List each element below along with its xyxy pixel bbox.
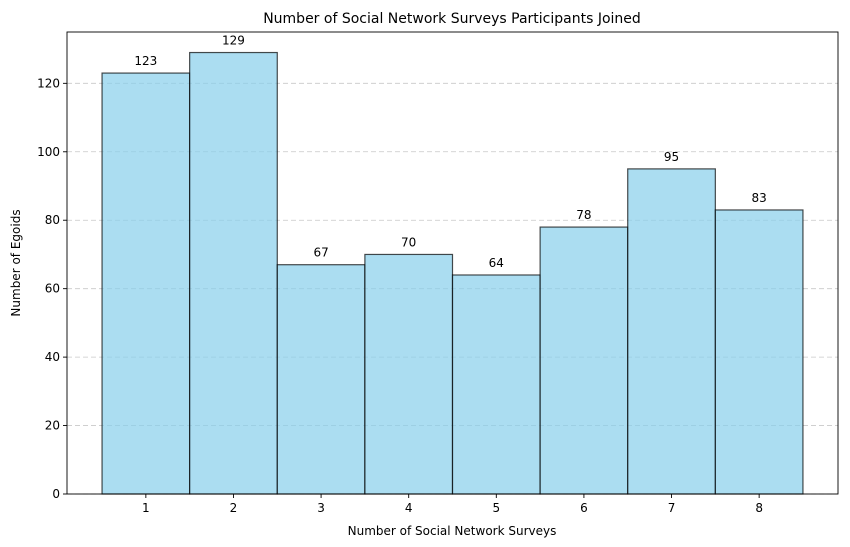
x-tick-label-6: 6 [580,501,588,515]
x-axis-label: Number of Social Network Surveys [348,524,557,538]
y-tick-label: 60 [45,282,60,296]
y-tick-label: 0 [52,487,60,501]
y-tick-label: 20 [45,419,60,433]
y-tick-label: 120 [37,76,60,90]
bar-4 [364,253,454,495]
data-label-4: 70 [401,235,416,249]
x-tick-label-3: 3 [317,501,325,515]
bar-2 [189,51,278,495]
x-tick-label-4: 4 [405,501,413,515]
y-tick-label: 100 [37,145,60,159]
x-tick-label-7: 7 [668,501,676,515]
y-tick-label: 80 [45,213,60,227]
x-tick-label-8: 8 [755,501,763,515]
y-axis-ticks: 0 20 40 60 80 100 120 [37,76,67,501]
data-label-1: 123 [134,54,157,68]
data-label-5: 64 [489,256,504,270]
x-axis-ticks: 1 2 3 4 5 6 7 8 [142,494,763,515]
bar-6 [539,226,629,495]
plot-frame [66,31,839,495]
data-label-3: 67 [313,246,328,260]
y-axis-label: Number of Egoids [9,209,23,316]
chart-title: Number of Social Network Surveys Partici… [263,11,641,27]
x-tick-label-5: 5 [492,501,500,515]
bar-8 [714,209,804,495]
x-tick-label-1: 1 [142,501,150,515]
bar-3 [276,264,366,495]
y-tick-label: 40 [45,350,60,364]
data-label-6: 78 [576,208,591,222]
data-label-8: 83 [752,191,767,205]
bar-5 [451,274,541,495]
data-labels: 123 129 67 70 64 78 95 83 [134,34,766,270]
bars [101,51,804,495]
bar-7 [627,168,716,495]
x-tick-label-2: 2 [230,501,238,515]
data-label-2: 129 [222,34,245,48]
data-label-7: 95 [664,150,679,164]
bar-1 [101,72,191,495]
